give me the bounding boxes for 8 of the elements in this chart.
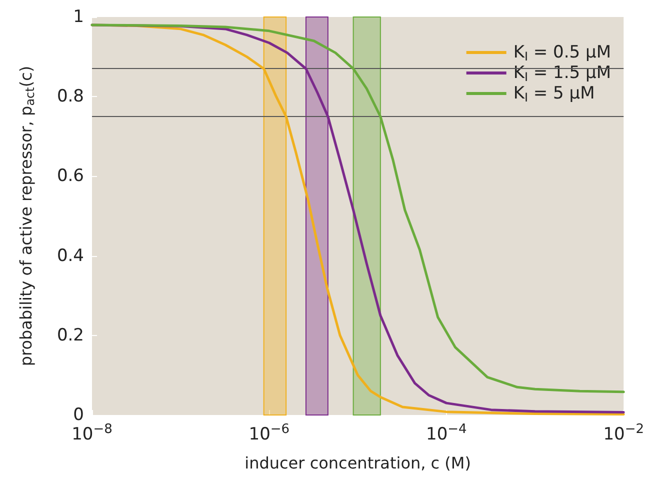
- y-tick-label: 0.2: [56, 325, 84, 346]
- y-tick-label: 0.4: [56, 246, 84, 266]
- y-tick-label: 0.8: [56, 86, 84, 107]
- y-axis-title: probability of active repressor, pact(c): [16, 66, 37, 366]
- x-axis-title: inducer concentration, c (M): [244, 454, 471, 472]
- y-tick-label: 0.6: [56, 166, 84, 186]
- y-tick-label: 1: [73, 7, 84, 27]
- y-tick-label: 0: [73, 405, 84, 425]
